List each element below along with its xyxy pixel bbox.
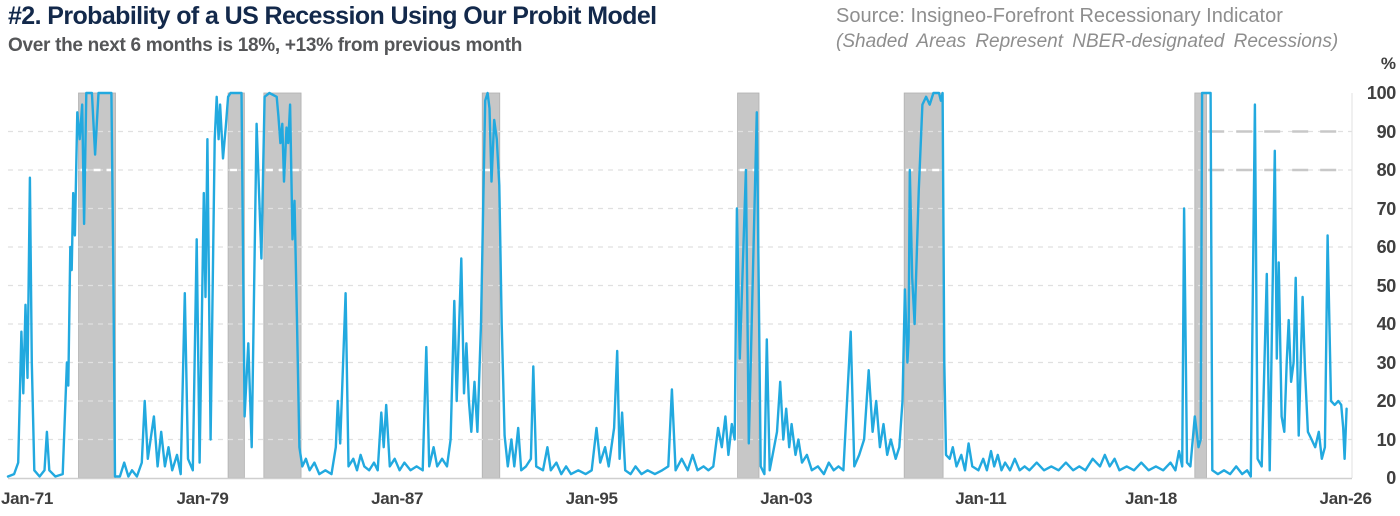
chart-subtitle: Over the next 6 months is 18%, +13% from…	[8, 35, 523, 56]
x-tick-label: Jan-26	[1319, 489, 1372, 508]
y-tick-label: 70	[1376, 198, 1397, 219]
y-tick-label: 100	[1366, 83, 1396, 103]
x-tick-label: Jan-18	[1124, 489, 1178, 508]
source-attribution: Source: Insigneo-Forefront Recessionary …	[836, 5, 1283, 27]
y-tick-label: 60	[1376, 237, 1397, 257]
y-tick-label: 20	[1376, 391, 1397, 411]
x-tick-label: Jan-87	[371, 489, 424, 508]
y-tick-label: 10	[1376, 429, 1397, 450]
x-tick-label: Jan-71	[0, 489, 54, 508]
y-tick-label: 0	[1386, 468, 1396, 488]
y-tick-label: 90	[1376, 121, 1397, 142]
x-tick-label: Jan-79	[176, 489, 229, 508]
y-tick-label: 50	[1376, 275, 1397, 296]
y-tick-label: 80	[1376, 160, 1397, 180]
probability-line	[6, 91, 1348, 478]
x-tick-label: Jan-03	[760, 489, 813, 508]
source-block: Source: Insigneo-Forefront Recessionary …	[836, 4, 1338, 54]
y-tick-label: 40	[1376, 314, 1397, 334]
x-tick-label: Jan-11	[955, 489, 1007, 508]
source-note-shaded-areas: (Shaded Areas Represent NBER-designated …	[836, 31, 1339, 52]
x-tick-label: Jan-95	[565, 489, 618, 508]
page-title: #2. Probability of a US Recession Using …	[8, 2, 657, 30]
y-axis-unit-label: %	[1380, 54, 1396, 73]
y-tick-label: 30	[1376, 352, 1397, 373]
